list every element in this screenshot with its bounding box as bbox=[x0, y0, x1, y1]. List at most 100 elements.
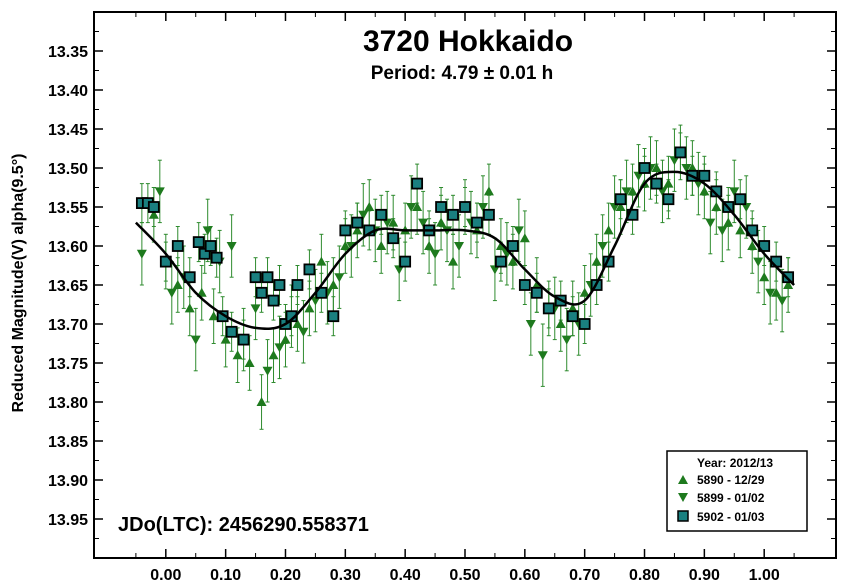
data-point-5890 bbox=[412, 202, 423, 211]
y-tick-label: 13.35 bbox=[48, 44, 88, 61]
data-point-5890 bbox=[531, 280, 542, 289]
data-point-5890 bbox=[280, 334, 291, 344]
data-point-5899 bbox=[525, 320, 536, 329]
legend-marker-triangle-down bbox=[678, 493, 688, 502]
data-point-5902 bbox=[662, 193, 675, 206]
data-point-5890 bbox=[340, 241, 351, 250]
data-point-5899 bbox=[765, 288, 776, 298]
data-point-5890 bbox=[292, 319, 303, 328]
jdo-annotation: JDo(LTC): 2456290.558371 bbox=[118, 514, 369, 536]
data-point-5899 bbox=[657, 187, 668, 197]
data-point-5902 bbox=[471, 216, 483, 229]
y-axis-label: Reduced Magnitude(V) alpha(9.5°) bbox=[10, 154, 27, 413]
data-point-5902 bbox=[237, 333, 250, 346]
data-point-5899 bbox=[394, 265, 405, 275]
data-point-5890 bbox=[328, 280, 339, 289]
data-point-5890 bbox=[747, 241, 758, 250]
y-tick-label: 13.40 bbox=[48, 83, 88, 100]
data-point-5899 bbox=[705, 218, 716, 228]
data-point-5899 bbox=[681, 164, 692, 173]
data-point-5890 bbox=[184, 303, 195, 313]
data-point-5890 bbox=[244, 358, 255, 367]
data-point-5902 bbox=[327, 310, 340, 323]
data-point-5899 bbox=[334, 273, 345, 283]
data-point-5902 bbox=[147, 201, 160, 213]
data-point-5899 bbox=[250, 304, 261, 314]
data-point-5899 bbox=[777, 296, 788, 306]
data-point-5902 bbox=[578, 318, 591, 330]
y-tick-label: 13.50 bbox=[48, 161, 88, 178]
data-point-5890 bbox=[759, 272, 770, 282]
data-point-5902 bbox=[351, 216, 364, 229]
data-point-5902 bbox=[542, 302, 555, 315]
legend-box bbox=[666, 450, 808, 532]
data-point-5890 bbox=[711, 202, 722, 211]
data-point-5890 bbox=[603, 225, 614, 235]
data-point-5902 bbox=[399, 255, 412, 268]
chart-title: 3720 Hokkaido bbox=[363, 25, 573, 58]
x-tick-label: 0.70 bbox=[569, 567, 600, 584]
x-tick-label: 1.00 bbox=[749, 567, 780, 584]
data-point-5890 bbox=[376, 241, 387, 250]
data-point-5902 bbox=[674, 146, 687, 159]
y-tick-label: 13.65 bbox=[48, 278, 88, 295]
data-point-5902 bbox=[303, 263, 316, 276]
x-tick-label: 0.50 bbox=[449, 567, 480, 584]
data-point-5899 bbox=[597, 242, 608, 251]
legend-entry-3: 5902 - 01/03 bbox=[697, 510, 765, 524]
data-point-5890 bbox=[567, 303, 578, 313]
x-axis-ticks: 0.00 0.10 0.20 0.30 0.40 0.50 0.60 0.70 0.80 0.90… bbox=[135, 12, 795, 584]
data-point-5902 bbox=[375, 208, 388, 221]
data-point-5899 bbox=[274, 343, 285, 353]
data-point-5902 bbox=[495, 255, 507, 268]
data-point-5902 bbox=[273, 279, 286, 291]
data-point-5899 bbox=[262, 366, 273, 376]
data-point-5902 bbox=[518, 279, 531, 291]
x-tick-label: 0.90 bbox=[689, 567, 720, 584]
data-point-5902 bbox=[225, 325, 238, 338]
data-point-5899 bbox=[489, 265, 500, 275]
y-tick-label: 13.90 bbox=[48, 473, 88, 490]
data-point-5902 bbox=[387, 232, 400, 245]
data-point-5902 bbox=[734, 193, 747, 206]
data-point-5899 bbox=[753, 257, 764, 267]
data-point-5902 bbox=[435, 201, 447, 213]
x-tick-label: 0.60 bbox=[509, 567, 540, 584]
legend-marker-square bbox=[677, 510, 689, 522]
data-point-5890 bbox=[687, 163, 698, 172]
data-point-5890 bbox=[364, 202, 375, 211]
data-point-5899 bbox=[537, 351, 548, 361]
y-tick-label: 13.60 bbox=[48, 239, 88, 256]
data-point-5899 bbox=[741, 203, 752, 212]
data-point-5902 bbox=[261, 271, 274, 284]
data-point-5890 bbox=[256, 397, 267, 406]
fourier-fit-curve bbox=[134, 170, 796, 331]
data-point-5899 bbox=[633, 171, 644, 181]
data-point-5890 bbox=[268, 350, 279, 360]
data-point-5890 bbox=[579, 287, 590, 297]
data-point-5890 bbox=[651, 163, 662, 172]
data-point-5890 bbox=[316, 256, 327, 266]
data-point-5902 bbox=[267, 294, 280, 307]
legend-entry-1: 5890 - 12/29 bbox=[697, 473, 765, 487]
data-point-5890 bbox=[615, 202, 626, 211]
data-point-5902 bbox=[710, 185, 723, 198]
data-point-5899 bbox=[717, 226, 728, 236]
data-point-5902 bbox=[650, 177, 663, 190]
data-point-5902 bbox=[204, 240, 217, 252]
data-point-5902 bbox=[255, 286, 268, 299]
data-point-5902 bbox=[698, 169, 711, 182]
data-point-5890 bbox=[783, 280, 794, 289]
data-point-5902 bbox=[291, 279, 304, 291]
x-tick-label: 0.10 bbox=[210, 567, 241, 584]
data-point-5899 bbox=[561, 335, 572, 345]
data-point-5899 bbox=[418, 218, 429, 228]
data-point-5902 bbox=[192, 236, 205, 249]
x-tick-label: 0.30 bbox=[330, 567, 361, 584]
data-point-5902 bbox=[782, 271, 795, 284]
data-point-5890 bbox=[723, 217, 734, 227]
data-point-5899 bbox=[154, 187, 165, 197]
data-point-5890 bbox=[148, 209, 159, 219]
x-tick-label: 0.20 bbox=[270, 567, 301, 584]
